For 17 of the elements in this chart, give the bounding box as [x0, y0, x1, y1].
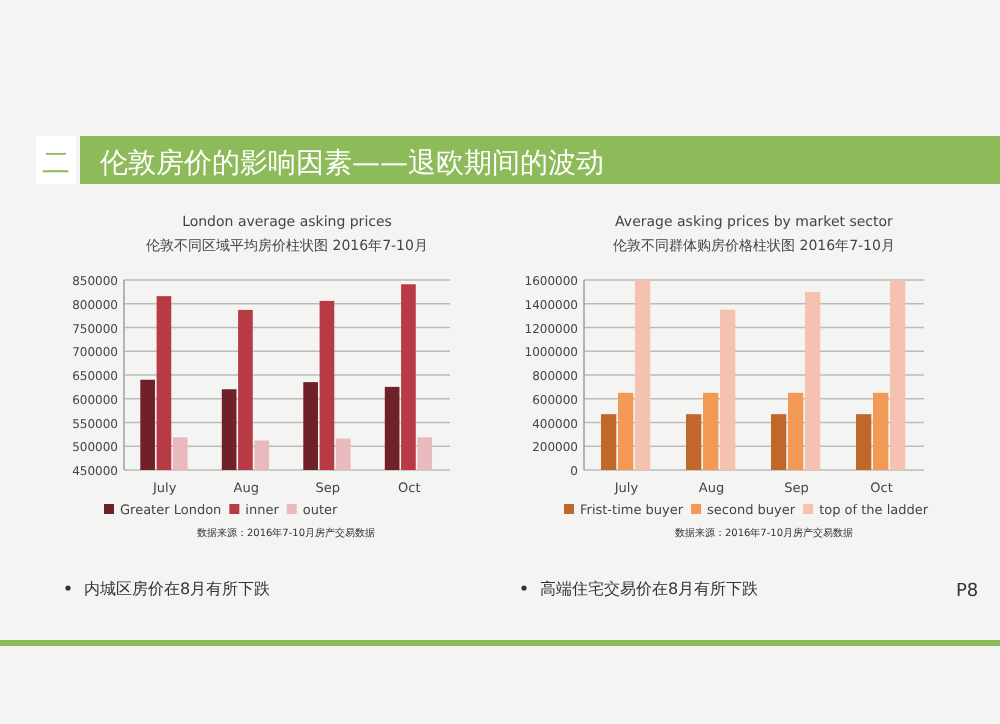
text: 伦敦房价的影响因素——退欧期间的波动 — [100, 148, 604, 180]
bar — [720, 309, 736, 470]
text: 二 — [42, 148, 70, 180]
text: 内城区房价在8月有所下跌 — [84, 580, 271, 598]
text: P8 — [956, 582, 979, 602]
bar — [686, 414, 702, 470]
bar — [635, 280, 651, 470]
bar — [788, 392, 804, 470]
text: 高端住宅交易价在8月有所下跌 — [540, 580, 759, 598]
bar — [805, 291, 821, 470]
bar — [873, 392, 889, 470]
bar — [771, 414, 787, 470]
bar — [601, 414, 617, 470]
bar — [856, 414, 872, 470]
bar — [703, 392, 719, 470]
bar — [618, 392, 634, 470]
bar — [890, 280, 906, 470]
